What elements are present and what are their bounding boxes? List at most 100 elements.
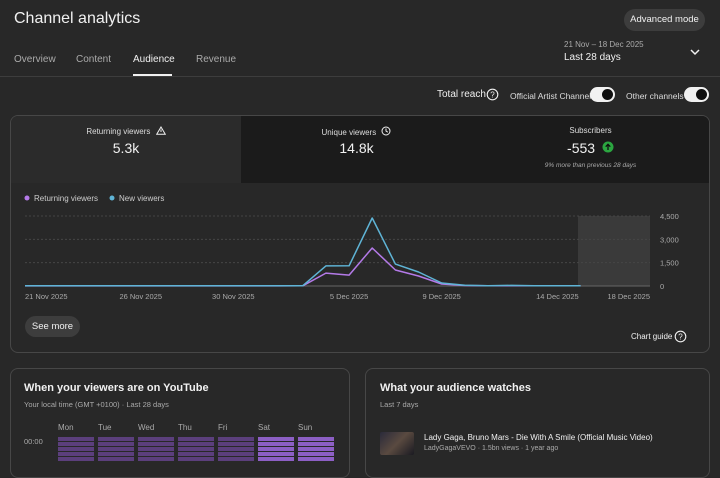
y-tick-label: 0 — [660, 282, 664, 291]
toggle-label: Other channels — [626, 91, 684, 101]
heat-cell — [58, 457, 94, 461]
x-tick-label: 5 Dec 2025 — [330, 292, 368, 301]
heat-cell — [58, 442, 94, 446]
video-meta: LadyGagaVEVO · 1.5bn views · 1 year ago — [424, 445, 559, 452]
card-subtitle: Your local time (GMT +0100) · Last 28 da… — [24, 400, 169, 409]
svg-text:?: ? — [678, 333, 683, 342]
x-tick-label: 9 Dec 2025 — [422, 292, 460, 301]
heat-cell — [98, 447, 134, 451]
y-tick-label: 4,500 — [660, 212, 679, 221]
heat-cell — [138, 447, 174, 451]
heat-cell — [218, 457, 254, 461]
see-more-button[interactable]: See more — [25, 316, 80, 337]
x-tick-label: 30 Nov 2025 — [212, 292, 255, 301]
heat-cell — [58, 447, 94, 451]
tab[interactable]: Overview — [14, 54, 56, 65]
heat-cell — [98, 457, 134, 461]
chart: 0 1,500 3,000 4,500 21 Nov 2025 26 Nov 2025 30… — [24, 194, 679, 301]
chevron-icon[interactable] — [689, 47, 701, 57]
y-tick-label: 3,000 — [660, 235, 679, 244]
tab[interactable]: Audience — [133, 54, 175, 65]
heat-cell — [298, 447, 334, 451]
heat-cell — [298, 437, 334, 441]
metric-label: Returning viewers — [86, 127, 151, 136]
day-label: Mon — [58, 423, 74, 432]
toggle[interactable] — [590, 87, 615, 102]
heat-cell — [58, 437, 94, 441]
series-line — [25, 247, 581, 287]
heat-cell — [178, 447, 214, 451]
heat-cell — [298, 452, 334, 456]
heat-cell — [178, 437, 214, 441]
day-label: Sat — [258, 423, 271, 432]
video-thumbnail[interactable] — [380, 432, 414, 455]
svg-text:?: ? — [490, 91, 495, 100]
legend-label: New viewers — [119, 194, 164, 203]
x-tick-label: 14 Dec 2025 — [536, 292, 579, 301]
metric-tile[interactable]: Unique viewers 14.8k — [241, 116, 472, 183]
heat-cell — [178, 442, 214, 446]
total-reach-label: Total reach — [437, 89, 486, 100]
day-label: Sun — [298, 423, 313, 432]
heat-cell — [258, 457, 294, 461]
toggle[interactable] — [684, 87, 709, 102]
audience-card — [10, 115, 710, 353]
card-subtitle: Last 7 days — [380, 400, 419, 409]
active-tab-underline — [133, 74, 172, 76]
day-label: Fri — [218, 423, 228, 432]
advanced-mode-button[interactable]: Advanced mode — [624, 9, 705, 31]
day-label: Wed — [138, 423, 155, 432]
page: Channel analytics Advanced mode Overview… — [0, 9, 720, 478]
heat-cell — [98, 442, 134, 446]
heat-cell — [218, 437, 254, 441]
card-title: When your viewers are on YouTube — [24, 382, 209, 394]
legend-label: Returning viewers — [34, 194, 98, 203]
incomplete-data-region — [578, 216, 650, 286]
metric-tile[interactable]: Subscribers -553 9% more than previous 2… — [472, 116, 709, 183]
heat-cell — [218, 447, 254, 451]
date-range: 21 Nov – 18 Dec 2025 — [564, 40, 644, 49]
chart-guide-link[interactable]: Chart guide — [631, 332, 673, 341]
metric-note: 9% more than previous 28 days — [544, 162, 637, 169]
heat-cell — [178, 452, 214, 456]
x-tick-label: 21 Nov 2025 — [25, 292, 68, 301]
x-tick-label: 18 Dec 2025 — [607, 292, 650, 301]
help-icon[interactable]: ? — [674, 330, 687, 343]
tab[interactable]: Revenue — [196, 54, 237, 65]
heat-cell — [258, 447, 294, 451]
heat-cell — [138, 442, 174, 446]
legend-swatch — [109, 195, 115, 201]
heat-cell — [218, 452, 254, 456]
heat-cell — [178, 457, 214, 461]
day-label: Tue — [98, 423, 112, 432]
heat-cell — [258, 437, 294, 441]
day-label: Thu — [178, 423, 192, 432]
heat-cell — [298, 442, 334, 446]
metric-value: -553 — [567, 140, 596, 156]
metric-label: Unique viewers — [321, 128, 377, 137]
up-arrow-icon — [602, 141, 614, 153]
toggle-label: Official Artist Channel — [510, 91, 592, 101]
metric-value: 14.8k — [339, 140, 374, 156]
hour-label: 00:00 — [24, 437, 43, 446]
metric-tile[interactable]: Returning viewers 5.3k — [11, 116, 241, 183]
heat-cell — [98, 452, 134, 456]
tab[interactable]: Content — [76, 54, 112, 65]
y-tick-label: 1,500 — [660, 259, 679, 268]
heat-cell — [258, 452, 294, 456]
video-title[interactable]: Lady Gaga, Bruno Mars - Die With A Smile… — [424, 433, 653, 442]
page-title: Channel analytics — [14, 10, 141, 27]
x-tick-label: 26 Nov 2025 — [119, 292, 162, 301]
date-period[interactable]: Last 28 days — [564, 52, 621, 63]
metric-label: Subscribers — [569, 126, 612, 135]
heat-cell — [138, 457, 174, 461]
heat-cell — [138, 437, 174, 441]
warning-icon — [155, 126, 166, 135]
heat-cell — [298, 457, 334, 461]
card-title: What your audience watches — [380, 382, 531, 394]
clock-icon — [381, 126, 391, 136]
legend-swatch — [24, 195, 30, 201]
metric-value: 5.3k — [112, 140, 140, 156]
help-icon[interactable]: ? — [486, 88, 499, 101]
heat-cell — [98, 437, 134, 441]
